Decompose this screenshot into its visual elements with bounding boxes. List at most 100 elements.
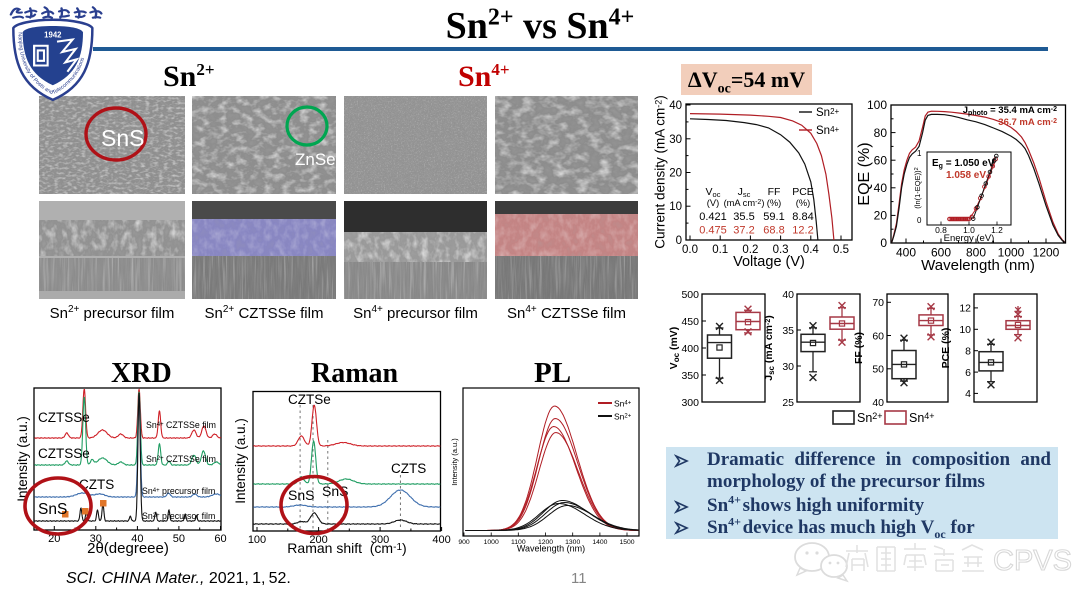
svg-text:300: 300	[371, 534, 389, 546]
svg-text:Eg = 1.050 eV: Eg = 1.050 eV	[932, 158, 995, 170]
svg-text:Voc (mV): Voc (mV)	[668, 327, 681, 370]
svg-text:1500: 1500	[619, 539, 634, 546]
svg-text:CPVS: CPVS	[993, 545, 1072, 577]
svg-text:1.058 eV: 1.058 eV	[946, 170, 986, 181]
svg-text:Jsc: Jsc	[738, 186, 751, 199]
svg-text:37.2: 37.2	[733, 225, 754, 237]
svg-text:60: 60	[214, 533, 226, 545]
svg-text:0.1: 0.1	[712, 244, 728, 256]
svg-text:Sn4+: Sn4+	[614, 399, 632, 409]
svg-text:80: 80	[874, 126, 888, 140]
svg-text:36.7 mA cm-2: 36.7 mA cm-2	[998, 117, 1057, 128]
svg-text:1.2: 1.2	[991, 225, 1003, 235]
svg-text:(ln(1-EQE))2: (ln(1-EQE))2	[913, 167, 922, 208]
svg-text:Voc: Voc	[706, 186, 721, 199]
svg-text:6: 6	[965, 367, 971, 379]
svg-text:Jphoto = 35.4 mA cm-2: Jphoto = 35.4 mA cm-2	[963, 105, 1057, 117]
svg-text:300: 300	[681, 397, 699, 409]
svg-text:1000: 1000	[484, 539, 499, 546]
svg-text:Wavelength (nm): Wavelength (nm)	[517, 544, 585, 554]
svg-text:0: 0	[676, 235, 682, 247]
svg-text:900: 900	[458, 539, 470, 546]
svg-text:100: 100	[248, 534, 266, 546]
svg-text:SnS: SnS	[288, 487, 314, 503]
svg-text:CZTS: CZTS	[391, 461, 426, 476]
svg-text:4: 4	[965, 388, 971, 400]
svg-text:Sn4+ CZTSSe film: Sn4+ CZTSSe film	[146, 420, 216, 430]
svg-text:0: 0	[880, 236, 887, 250]
svg-text:20: 20	[48, 533, 60, 545]
svg-text:60: 60	[872, 330, 884, 342]
svg-text:CZTSSe: CZTSSe	[38, 446, 90, 461]
svg-text:600: 600	[931, 246, 951, 260]
svg-text:FF (%): FF (%)	[853, 332, 865, 364]
svg-text:12.2: 12.2	[792, 225, 813, 237]
svg-text:8: 8	[965, 346, 971, 358]
svg-text:35.5: 35.5	[733, 211, 754, 223]
svg-text:100: 100	[867, 98, 887, 112]
svg-text:400: 400	[432, 534, 450, 546]
svg-text:400: 400	[681, 343, 699, 355]
svg-text:8.84: 8.84	[792, 211, 813, 223]
svg-text:10: 10	[669, 201, 682, 213]
svg-text:1942: 1942	[44, 30, 62, 39]
svg-text:(V): (V)	[707, 198, 719, 208]
svg-text:Sn2+ CZTSSe film: Sn2+ CZTSSe film	[146, 454, 216, 464]
svg-text:40: 40	[782, 289, 794, 301]
svg-text:Current density (mA cm-2): Current density (mA cm-2)	[653, 95, 668, 249]
svg-text:0.421: 0.421	[699, 211, 727, 223]
svg-text:SnS: SnS	[101, 125, 144, 151]
svg-text:Sn2+ precursor film: Sn2+ precursor film	[142, 511, 215, 521]
svg-text:(%): (%)	[796, 198, 810, 208]
svg-text:2θ(degreee): 2θ(degreee)	[87, 540, 169, 557]
svg-text:35: 35	[782, 325, 794, 337]
svg-text:1.0: 1.0	[963, 225, 975, 235]
svg-text:Sn2+: Sn2+	[857, 411, 883, 425]
svg-text:0.2: 0.2	[742, 244, 758, 256]
svg-text:Sn4+: Sn4+	[909, 411, 935, 425]
svg-text:1000: 1000	[998, 246, 1025, 260]
svg-text:Sn2+: Sn2+	[614, 412, 632, 422]
svg-text:Sn4+ precursor film: Sn4+ precursor film	[142, 486, 215, 496]
svg-text:1200: 1200	[538, 539, 553, 546]
svg-text:30: 30	[782, 361, 794, 373]
svg-text:1200: 1200	[1033, 246, 1060, 260]
svg-text:0.475: 0.475	[699, 225, 727, 237]
svg-text:59.1: 59.1	[763, 211, 784, 223]
svg-text:40: 40	[874, 181, 888, 195]
svg-text:EQE (%): EQE (%)	[856, 142, 873, 205]
svg-text:350: 350	[681, 370, 699, 382]
svg-text:1400: 1400	[592, 539, 607, 546]
svg-text:CZTSe: CZTSe	[288, 392, 331, 407]
svg-text:40: 40	[872, 397, 884, 409]
svg-text:30: 30	[90, 533, 102, 545]
svg-text:Intensity (a.u.): Intensity (a.u.)	[450, 438, 459, 486]
svg-text:SnS: SnS	[38, 501, 67, 518]
svg-text:CZTS: CZTS	[79, 477, 114, 492]
svg-text:Intensity (a.u.): Intensity (a.u.)	[233, 418, 248, 504]
svg-text:30: 30	[669, 134, 682, 146]
svg-text:50: 50	[173, 533, 185, 545]
svg-text:PCE: PCE	[792, 186, 814, 198]
svg-text:200: 200	[309, 534, 327, 546]
svg-text:CZTSSe: CZTSSe	[38, 410, 90, 425]
svg-text:68.8: 68.8	[763, 225, 784, 237]
svg-text:(%): (%)	[767, 198, 781, 208]
svg-text:0.5: 0.5	[833, 244, 849, 256]
svg-text:0.0: 0.0	[682, 244, 698, 256]
svg-text:400: 400	[896, 246, 916, 260]
svg-text:25: 25	[782, 397, 794, 409]
svg-text:0.8: 0.8	[935, 225, 947, 235]
svg-text:10: 10	[959, 324, 971, 336]
svg-text:500: 500	[681, 289, 699, 301]
svg-text:40: 40	[131, 533, 143, 545]
svg-text:0: 0	[917, 216, 922, 225]
svg-text:Jsc (mA cm-2): Jsc (mA cm-2)	[763, 315, 776, 381]
svg-text:PCE (%): PCE (%)	[940, 328, 952, 369]
svg-text:20: 20	[669, 168, 682, 180]
svg-text:Voltage (V): Voltage (V)	[733, 254, 805, 270]
svg-text:1: 1	[917, 149, 922, 158]
svg-text:1100: 1100	[511, 539, 526, 546]
svg-text:12: 12	[959, 303, 971, 315]
svg-text:800: 800	[966, 246, 986, 260]
